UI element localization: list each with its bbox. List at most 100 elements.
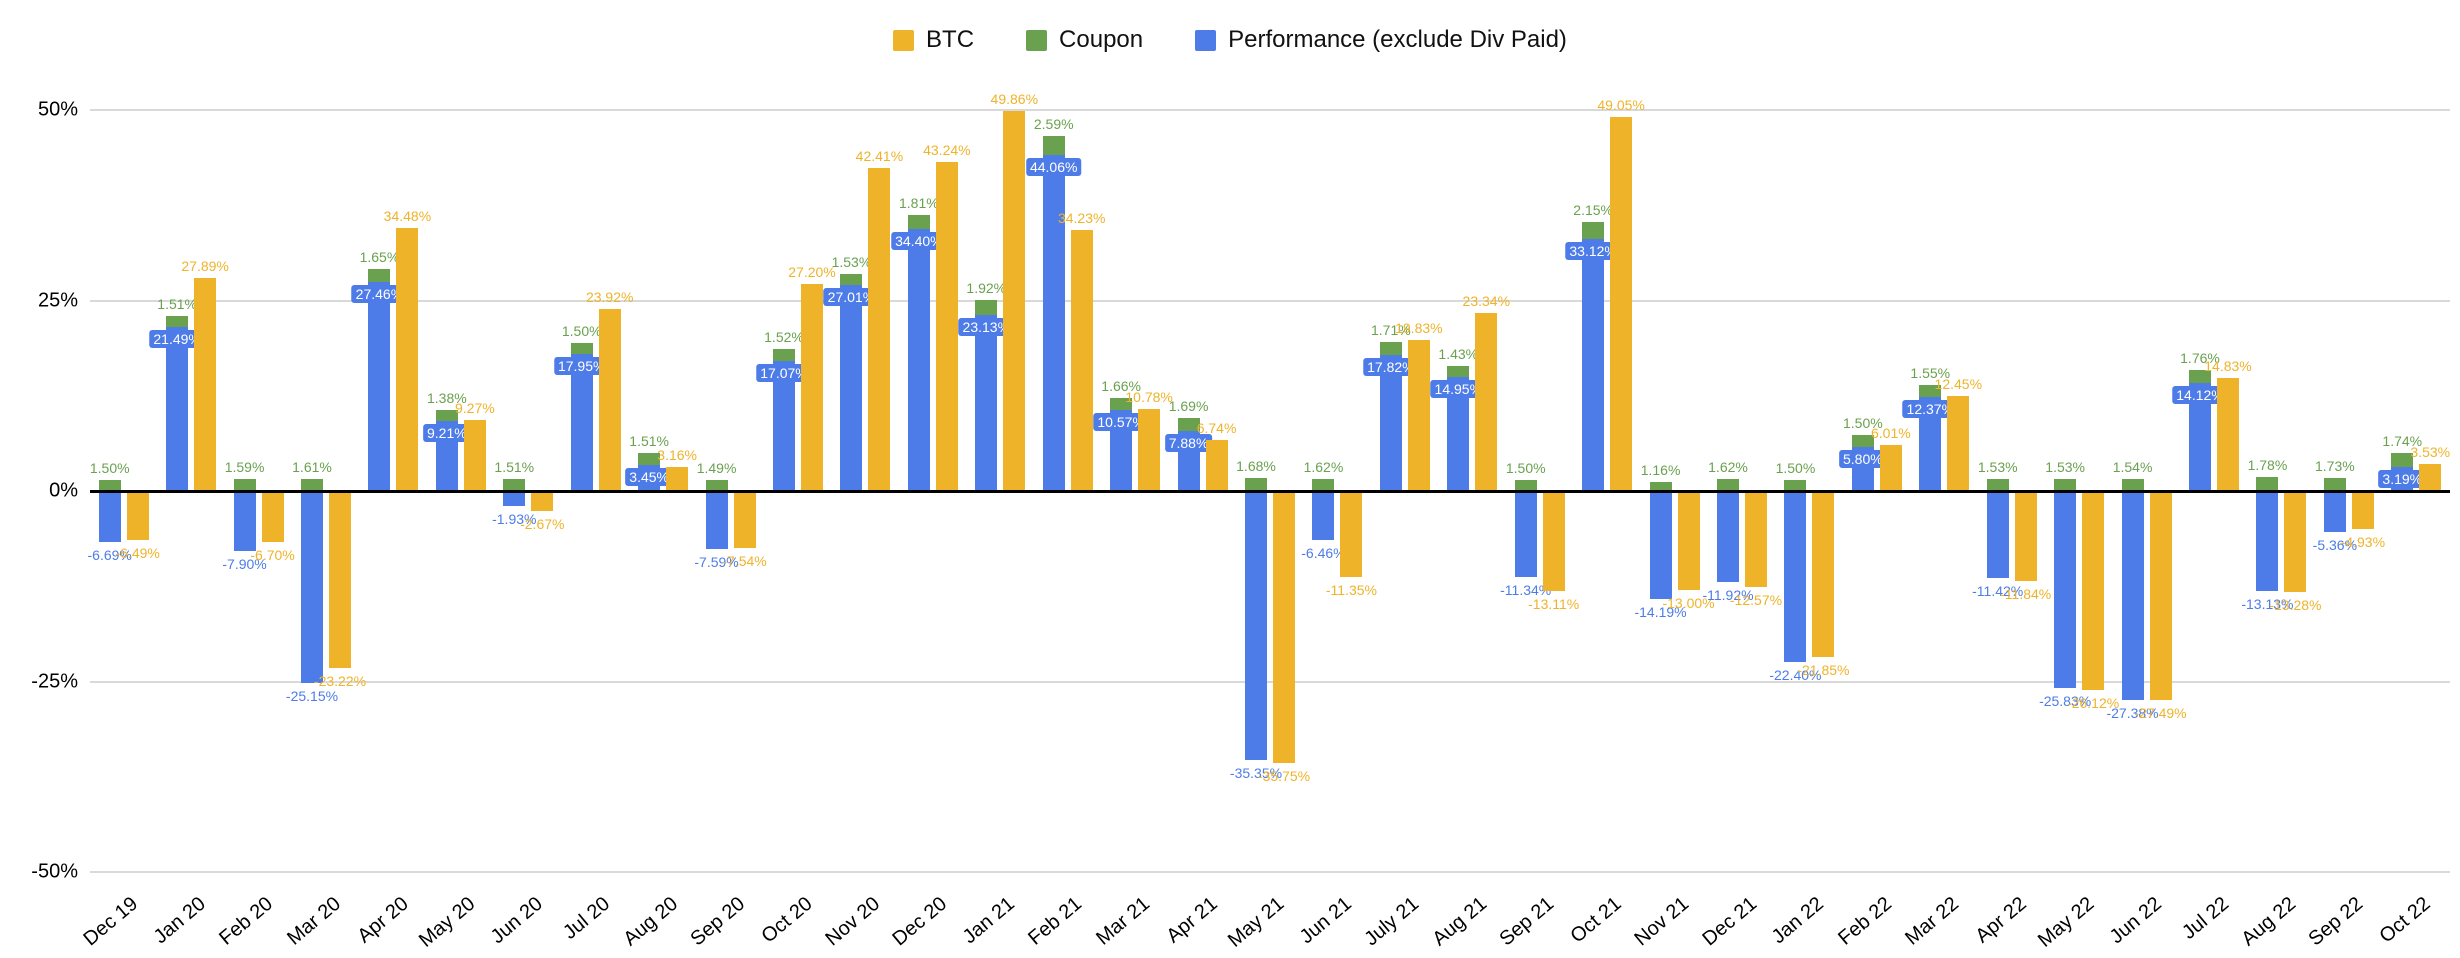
bar-coupon: [1784, 479, 1807, 491]
value-label-performance: -22.40%: [1769, 666, 1822, 683]
value-label-btc: -2.67%: [520, 516, 565, 533]
bar-btc: [531, 491, 554, 512]
bar-performance: [840, 285, 863, 491]
value-label-performance: 7.88%: [1164, 433, 1213, 452]
legend-label-performance: Performance (exclude Div Paid): [1228, 26, 1567, 53]
bar-btc: [1812, 491, 1835, 658]
bar-coupon: [907, 215, 930, 229]
value-label-coupon: 1.73%: [2314, 457, 2355, 474]
value-label-coupon: 1.71%: [1370, 322, 1411, 339]
bar-performance: [1919, 396, 1942, 491]
value-label-performance: 17.95%: [553, 357, 610, 376]
value-label-btc: -6.49%: [115, 545, 160, 562]
value-label-coupon: 1.53%: [2045, 459, 2085, 476]
bar-performance: [1042, 155, 1065, 491]
value-label-performance: -14.19%: [1634, 604, 1687, 621]
x-axis-label: Sep 21: [1495, 892, 1559, 951]
bar-coupon: [503, 479, 526, 491]
value-label-performance: -1.93%: [492, 510, 537, 527]
bar-performance: [233, 491, 256, 552]
bar-btc: [1947, 396, 1970, 491]
value-label-performance: 17.07%: [756, 363, 812, 382]
legend-label-btc: BTC: [926, 26, 975, 53]
value-label-coupon: 1.74%: [2382, 433, 2423, 450]
value-label-performance: 12.37%: [1902, 399, 1959, 418]
value-label-performance: 27.46%: [351, 284, 408, 303]
value-label-performance: 33.12%: [1565, 241, 1621, 260]
x-axis-label: Aug 22: [2237, 892, 2301, 951]
x-axis-label: Jan 22: [1768, 892, 1829, 949]
bar-btc: [463, 420, 486, 491]
value-label-performance: 27.01%: [823, 288, 880, 307]
value-label-coupon: 1.78%: [2247, 457, 2288, 474]
value-label-coupon: 1.68%: [1236, 458, 1276, 475]
x-axis-label: Aug 21: [1428, 892, 1492, 951]
legend: BTC Coupon Performance (exclude Div Paid…: [0, 26, 2460, 54]
value-label-coupon: 1.50%: [561, 322, 602, 339]
x-axis-label: Jun 21: [1296, 892, 1357, 949]
x-axis-label: Jan 21: [958, 892, 1020, 949]
value-label-coupon: 1.53%: [1977, 459, 2018, 476]
bar-btc: [666, 466, 689, 491]
legend-label-coupon: Coupon: [1059, 26, 1144, 53]
value-label-coupon: 1.50%: [1505, 459, 1546, 476]
x-axis-label: May 21: [1224, 892, 1289, 952]
bar-btc: [1745, 491, 1767, 587]
bar-performance: [2189, 383, 2211, 491]
value-label-btc: 6.74%: [1196, 419, 1237, 436]
x-axis-label: Jan 20: [149, 892, 210, 949]
value-label-performance: 9.21%: [422, 423, 471, 442]
x-axis-label: Oct 21: [1566, 892, 1626, 948]
y-axis-tick: -50%: [31, 860, 78, 883]
bar-coupon: [1514, 479, 1537, 491]
value-label-btc: 12.45%: [1934, 376, 1983, 393]
value-label-coupon: 1.66%: [1101, 377, 1141, 394]
value-label-performance: -27.38%: [2106, 704, 2159, 721]
value-label-btc: 27.20%: [788, 263, 836, 280]
value-label-coupon: 1.53%: [831, 253, 872, 270]
x-axis-label: Jun 20: [486, 892, 548, 949]
value-label-performance: 3.45%: [625, 467, 673, 486]
bar-performance: [1312, 491, 1335, 541]
bar-btc: [801, 283, 823, 491]
value-label-performance: 21.49%: [149, 330, 205, 349]
x-axis-label: Feb 22: [1833, 892, 1896, 950]
x-axis-label: Apr 20: [352, 892, 413, 948]
value-label-coupon: 1.50%: [89, 459, 130, 476]
value-label-performance: 5.80%: [1838, 449, 1887, 468]
value-label-performance: -11.42%: [1972, 583, 2024, 600]
value-label-btc: -12.57%: [1729, 591, 1783, 608]
legend-swatch-performance-icon: [1195, 29, 1217, 51]
bar-btc: [1205, 439, 1228, 491]
value-label-performance: -5.36%: [2312, 536, 2358, 553]
value-label-performance: 3.19%: [2378, 469, 2427, 488]
bar-coupon: [1717, 478, 1739, 491]
value-label-btc: -13.28%: [2269, 597, 2322, 614]
bar-btc: [126, 491, 149, 541]
bar-coupon: [166, 315, 189, 328]
value-label-performance: -7.90%: [222, 556, 267, 573]
value-label-btc: -11.84%: [2000, 586, 2052, 603]
bar-coupon: [638, 453, 661, 465]
bar-btc: [2284, 491, 2307, 593]
value-label-btc: 3.53%: [2410, 444, 2451, 461]
bar-performance: [1717, 491, 1739, 582]
value-label-coupon: 1.55%: [1910, 364, 1951, 381]
value-label-coupon: 1.69%: [1168, 398, 1209, 415]
value-label-performance: 14.12%: [2172, 386, 2228, 405]
x-axis-label: May 20: [415, 892, 480, 952]
value-label-performance: 14.95%: [1430, 380, 1487, 399]
bar-performance: [1514, 491, 1537, 578]
bar-coupon: [1312, 478, 1335, 491]
value-label-coupon: 1.54%: [2112, 459, 2153, 476]
value-label-coupon: 1.62%: [1303, 458, 1344, 475]
value-label-performance: -25.15%: [285, 687, 339, 704]
value-label-performance: 17.82%: [1363, 358, 1419, 377]
bar-coupon: [1177, 418, 1200, 431]
x-axis-label: July 21: [1360, 892, 1424, 951]
bar-btc: [1273, 491, 1295, 764]
value-label-coupon: 1.43%: [1438, 346, 1479, 363]
x-axis-label: Mar 22: [1901, 892, 1964, 950]
bar-btc: [329, 491, 351, 668]
